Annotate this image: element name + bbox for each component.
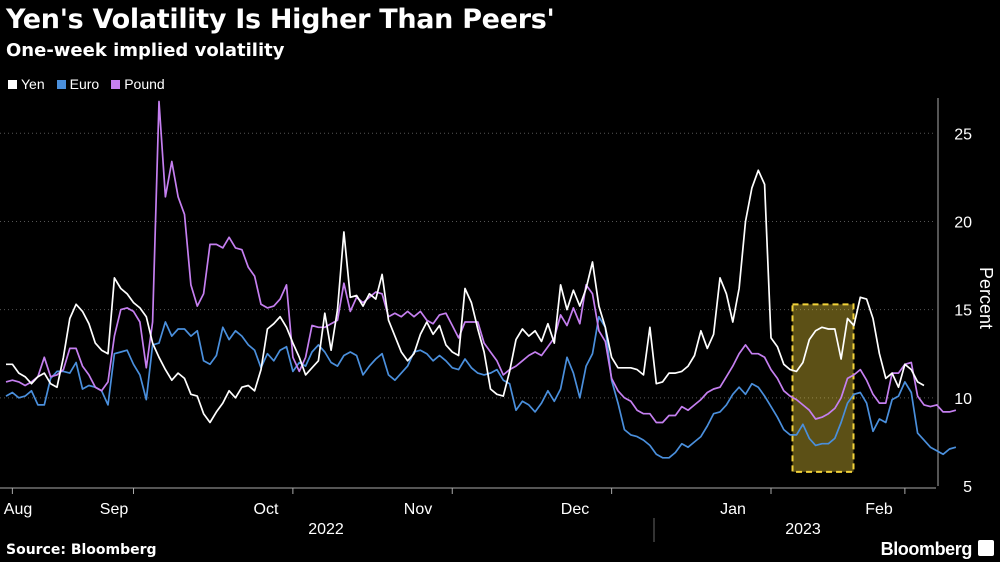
legend-swatch-yen: [8, 79, 17, 89]
legend-swatch-pound: [111, 79, 121, 89]
legend-label-yen: Yen: [21, 76, 45, 92]
source-note: Source: Bloomberg: [6, 542, 157, 558]
x-tick-label-oct: Oct: [254, 501, 279, 518]
brand-icon: [978, 540, 994, 556]
y-tick-label-20: 20: [954, 214, 972, 231]
x-tick-label-aug: Aug: [4, 501, 32, 518]
chart-subtitle: One-week implied volatility: [6, 40, 285, 61]
y-axis-label: Percent: [976, 267, 996, 329]
y-tick-label-5: 5: [963, 479, 972, 496]
legend-item-pound: Pound: [111, 76, 165, 92]
legend-item-euro: Euro: [56, 76, 100, 92]
year-label-2023: 2023: [785, 521, 821, 538]
series-line-yen: [6, 169, 925, 424]
x-tick-label-nov: Nov: [404, 501, 432, 518]
legend-item-yen: Yen: [8, 76, 45, 92]
x-tick-label-sep: Sep: [100, 501, 129, 518]
legend: Yen Euro Pound: [8, 76, 165, 92]
y-tick-label-15: 15: [954, 303, 972, 320]
legend-label-euro: Euro: [69, 76, 100, 92]
y-tick-label-10: 10: [954, 391, 972, 408]
y-tick-label-25: 25: [954, 126, 972, 143]
chart-title: Yen's Volatility Is Higher Than Peers': [6, 4, 555, 35]
brand-logo: Bloomberg: [880, 539, 973, 559]
legend-swatch-euro: [56, 79, 66, 89]
x-tick-label-feb: Feb: [865, 501, 893, 518]
series-line-pound: [5, 100, 957, 424]
legend-label-pound: Pound: [124, 76, 165, 92]
series-line-euro: [5, 315, 957, 459]
x-tick-label-jan: Jan: [720, 501, 746, 518]
year-label-2022: 2022: [308, 521, 344, 538]
x-tick-label-dec: Dec: [561, 501, 589, 518]
